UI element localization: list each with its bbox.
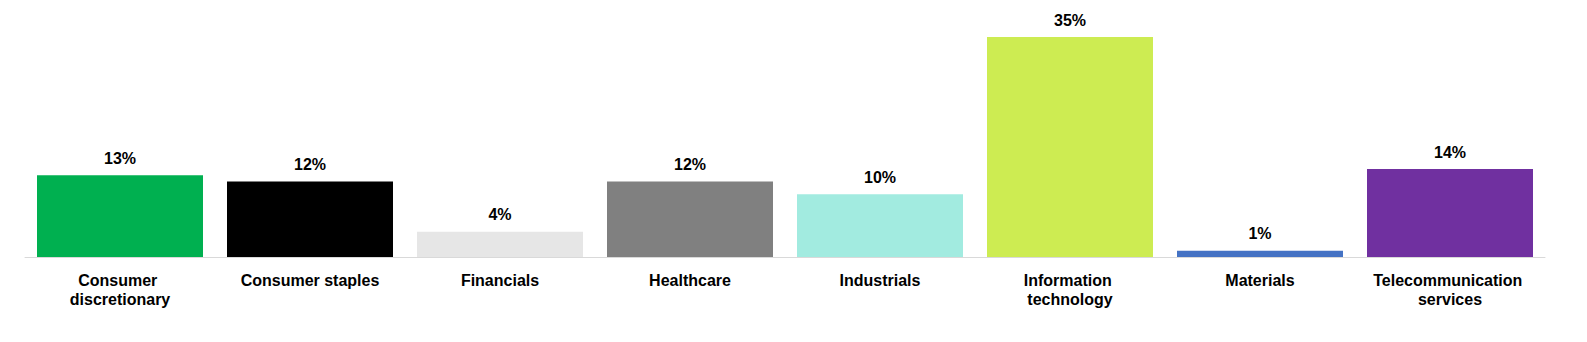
svg-text:technology: technology [1027,291,1112,308]
svg-text:Materials: Materials [1225,272,1294,289]
svg-text:1%: 1% [1248,225,1271,242]
svg-text:12%: 12% [294,156,326,173]
svg-text:Industrials: Industrials [840,272,921,289]
svg-text:13%: 13% [104,150,136,167]
svg-text:12%: 12% [674,156,706,173]
svg-text:Financials: Financials [461,272,539,289]
svg-text:14%: 14% [1434,144,1466,161]
svg-text:Healthcare: Healthcare [649,272,731,289]
svg-text:Consumer: Consumer [78,272,162,289]
svg-text:discretionary: discretionary [70,291,171,308]
svg-text:10%: 10% [864,169,896,186]
svg-text:Telecommunication: Telecommunication [1373,272,1527,289]
svg-text:35%: 35% [1054,12,1086,29]
svg-text:Consumer staples: Consumer staples [241,272,380,289]
svg-text:Information: Information [1024,272,1116,289]
svg-text:4%: 4% [488,206,511,223]
svg-text:services: services [1418,291,1482,308]
